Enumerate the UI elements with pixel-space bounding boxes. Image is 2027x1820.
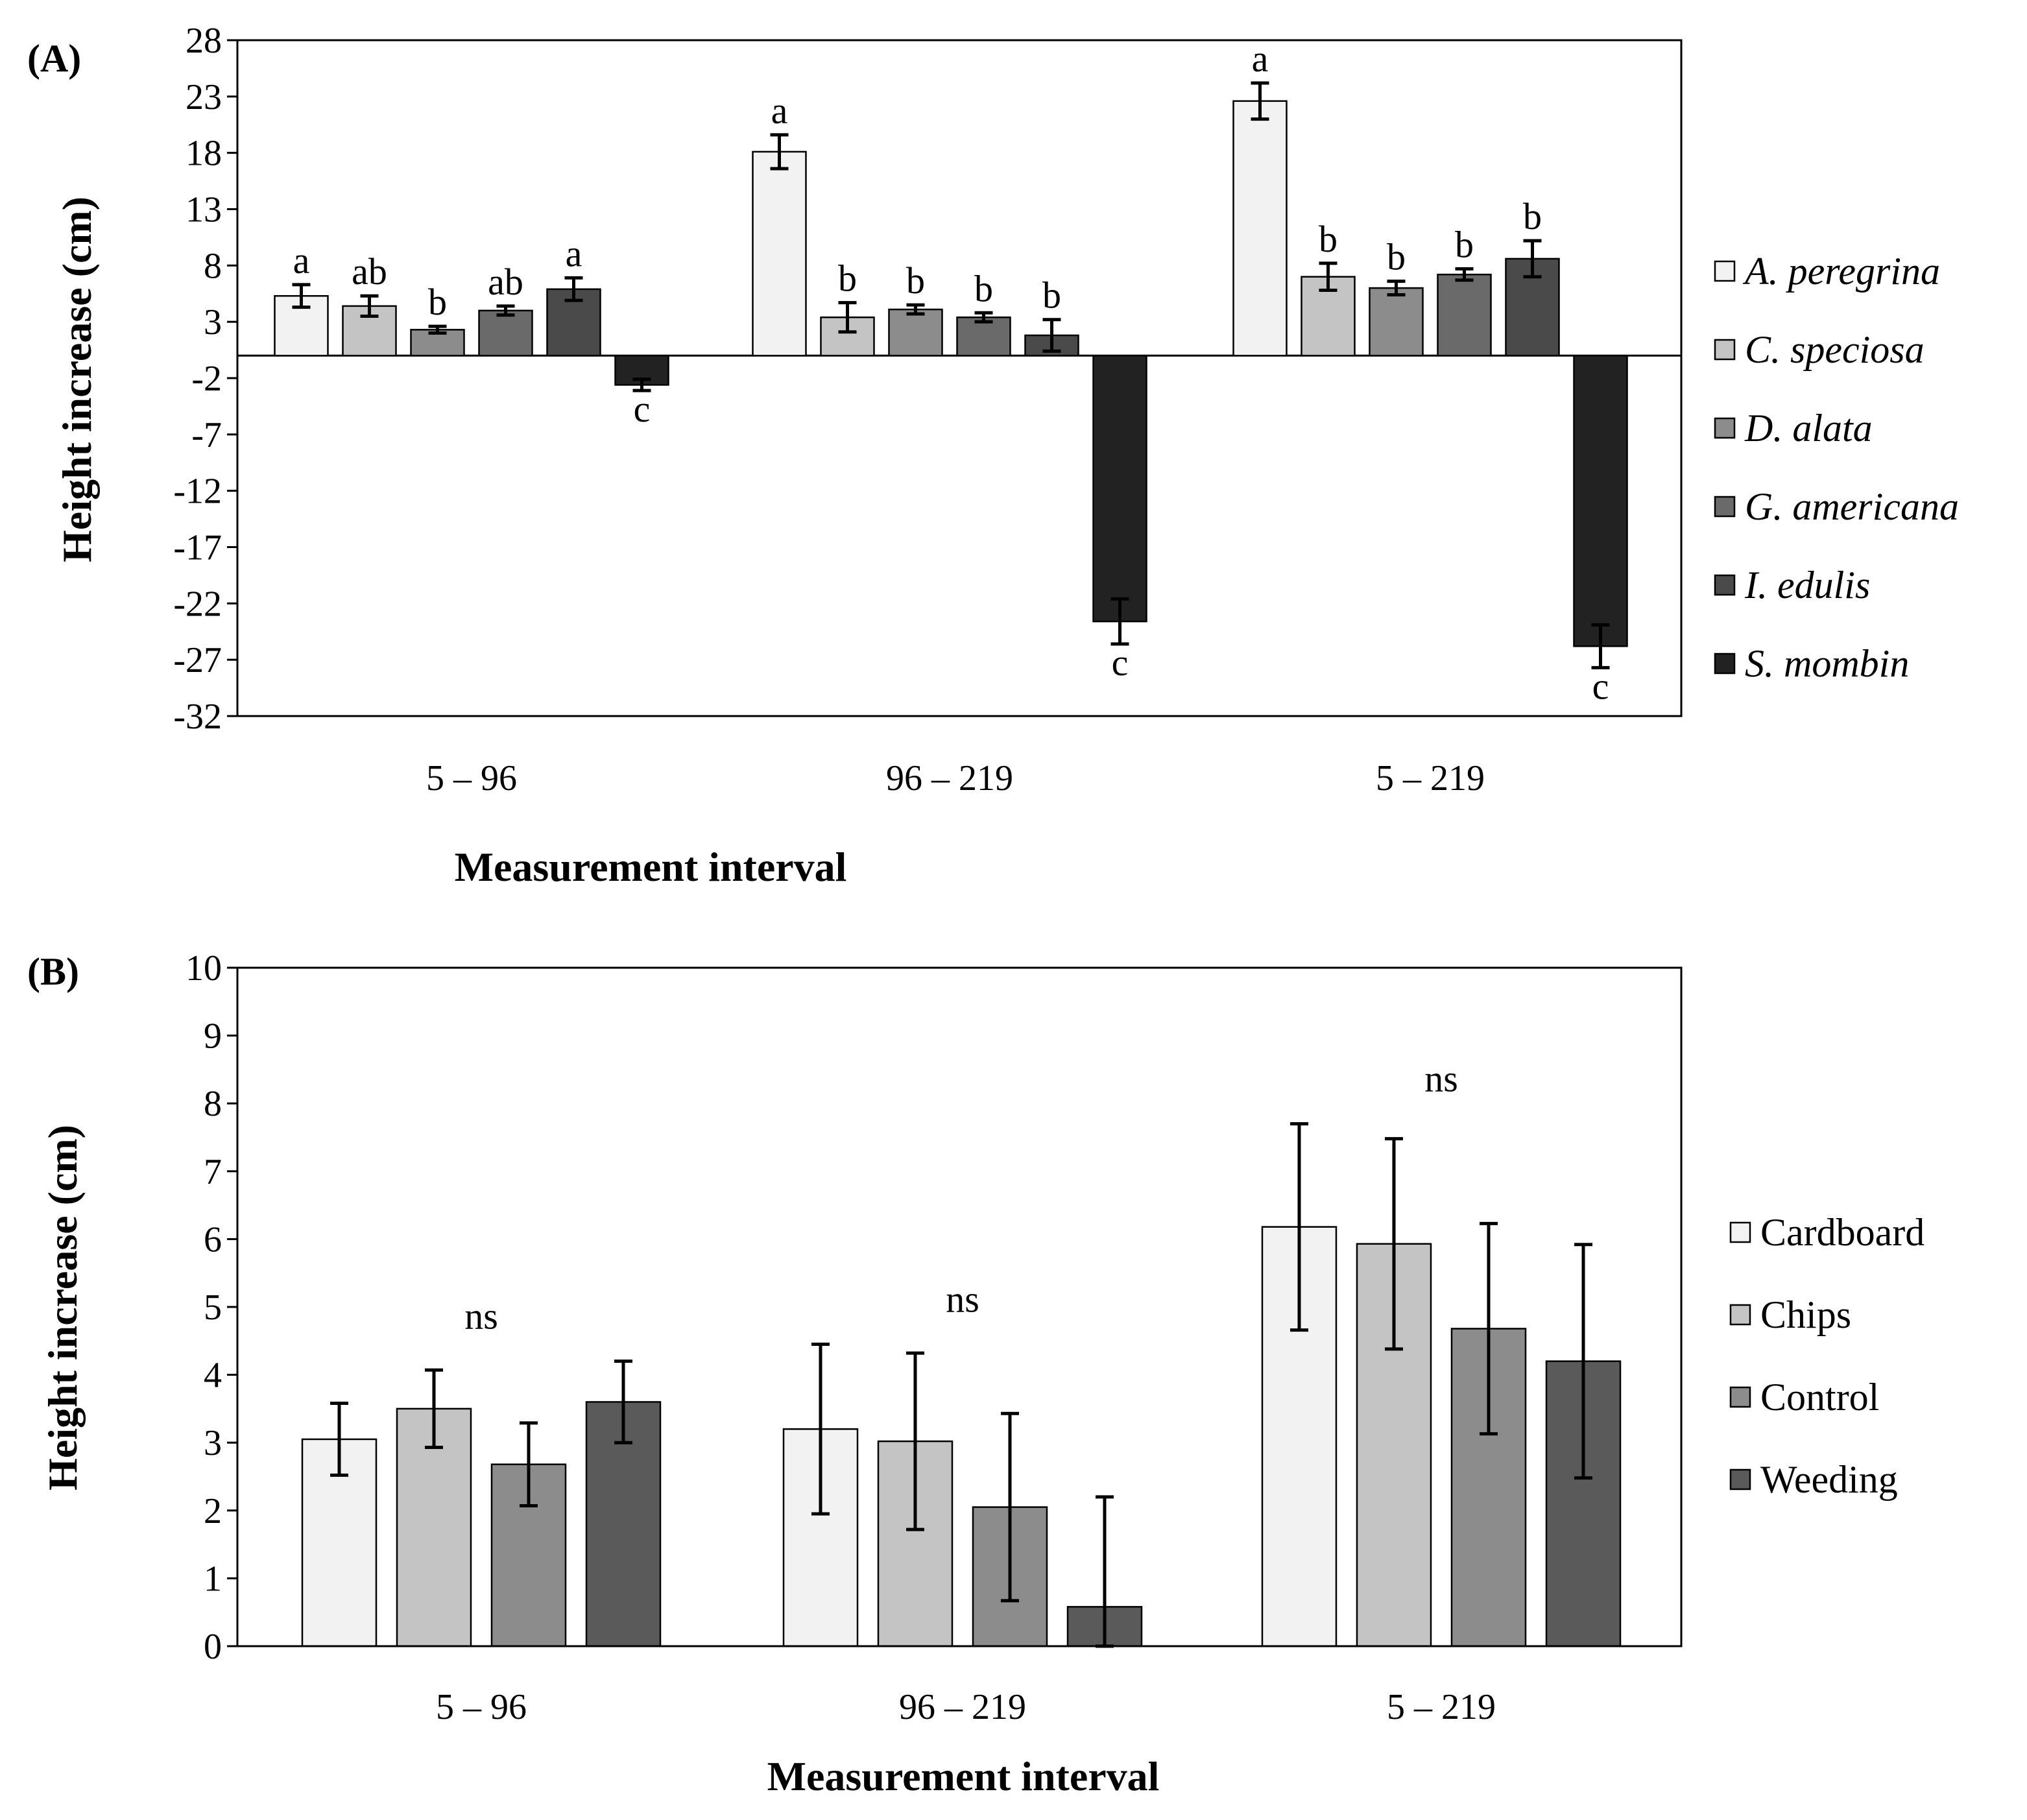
y-tick-label: 2 [204, 1491, 222, 1531]
y-tick-label: 7 [204, 1152, 222, 1192]
y-tick-label: 9 [204, 1016, 222, 1057]
significance-letter: c [634, 388, 651, 430]
bar-s-mombin [1573, 355, 1628, 647]
y-tick-label: 5 [204, 1287, 222, 1328]
y-tick-label: 3 [204, 302, 222, 342]
legend-swatch [1729, 1221, 1751, 1243]
y-tick-label: 6 [204, 1219, 222, 1260]
significance-letter: ab [488, 261, 523, 303]
x-categories-a: 5 – 96 96 – 219 5 – 219 [426, 758, 1485, 798]
legend-swatch [1714, 574, 1736, 596]
plot-frame-a [236, 39, 1683, 717]
bar-d-alata [1369, 287, 1424, 357]
y-axis-title-b: Height increase (cm) [40, 1125, 86, 1491]
bar-g-americana [956, 316, 1011, 357]
y-tick-label: -27 [173, 640, 222, 680]
legend-label: I. edulis [1744, 564, 1870, 606]
significance-letter: c [1592, 665, 1609, 707]
legend-swatch [1714, 417, 1736, 439]
panel-b: (B) Height increase (cm) Measurement int… [27, 948, 1925, 1799]
significance-letter: a [1252, 38, 1269, 80]
x-category-label: 5 – 96 [426, 758, 517, 798]
legend-b: Cardboard Chips Control Weeding [1729, 1211, 1925, 1501]
legend-label: A. peregrina [1742, 250, 1940, 293]
y-ticks-a: 28 23 18 13 8 3 -2 -7 -12 -17 -22 -27 -32 [173, 21, 237, 737]
significance-letter: b [1387, 236, 1406, 278]
y-tick-label: -17 [173, 528, 222, 568]
legend-label: C. speciosa [1745, 328, 1925, 371]
bar-a-peregrina [752, 150, 807, 357]
significance-letter: b [974, 267, 993, 309]
significance-letter: b [1319, 218, 1337, 260]
significance-letter: b [1455, 224, 1474, 266]
bar-a-peregrina [1232, 100, 1288, 357]
y-tick-label: -32 [173, 697, 222, 737]
significance-label: ns [946, 1278, 979, 1321]
significance-letter: a [566, 232, 582, 274]
legend-swatch [1714, 496, 1736, 518]
y-tick-label: 1 [204, 1559, 222, 1599]
y-tick-label: 8 [204, 246, 222, 286]
x-category-label: 96 – 219 [886, 758, 1013, 798]
significance-letter: b [1523, 195, 1542, 237]
y-tick-label: 10 [186, 948, 222, 988]
legend-label: Weeding [1760, 1458, 1898, 1501]
y-tick-label: 3 [204, 1423, 222, 1463]
y-tick-label: -7 [191, 415, 222, 455]
legend-label: Control [1760, 1376, 1879, 1419]
y-tick-label: -2 [191, 359, 222, 399]
bar-s-mombin [1092, 355, 1147, 623]
y-tick-label: -12 [173, 472, 222, 512]
y-tick-label: 28 [186, 21, 222, 61]
significance-letter: a [771, 90, 788, 132]
x-category-label: 5 – 219 [1376, 758, 1485, 798]
legend-swatch [1729, 1468, 1751, 1491]
legend-a: A. peregrina C. speciosa D. alata G. americ… [1714, 250, 1959, 685]
y-tick-label: 8 [204, 1084, 222, 1124]
bar-chips [396, 1407, 472, 1647]
legend-label: D. alata [1744, 407, 1873, 449]
significance-letter: b [428, 281, 447, 323]
bar-g-americana [478, 309, 533, 357]
significance-letter: a [293, 239, 310, 281]
x-axis-title-b: Measurement interval [767, 1753, 1160, 1799]
y-tick-label: -22 [173, 584, 222, 624]
significance-label: ns [464, 1295, 498, 1337]
significance-letter: c [1112, 641, 1129, 684]
legend-label: Cardboard [1760, 1211, 1925, 1254]
bar-g-americana [1437, 273, 1492, 357]
plot-frame-b [236, 966, 1683, 1647]
y-axis-title-a: Height increase (cm) [54, 197, 100, 562]
legend-swatch [1729, 1386, 1751, 1408]
legend-swatch [1714, 653, 1736, 675]
significance-letter: b [838, 257, 857, 300]
legend-label: S. mombin [1745, 642, 1909, 685]
bar-d-alata [888, 308, 943, 357]
x-categories-b: 5 – 96 96 – 219 5 – 219 [436, 1687, 1496, 1727]
legend-swatch [1714, 260, 1736, 282]
legend-label: Chips [1760, 1293, 1851, 1336]
significance-label: ns [1424, 1058, 1458, 1100]
x-category-label: 96 – 219 [899, 1687, 1026, 1727]
significance-letter: b [906, 259, 925, 302]
y-tick-label: 18 [186, 134, 222, 174]
y-tick-label: 13 [186, 190, 222, 230]
y-tick-label: 23 [186, 77, 222, 117]
legend-swatch [1729, 1304, 1751, 1326]
panel-a: (A) Height increase (cm) Measurement int… [27, 21, 1959, 890]
x-category-label: 5 – 96 [436, 1687, 527, 1727]
legend-swatch [1714, 339, 1736, 361]
x-category-label: 5 – 219 [1387, 1687, 1496, 1727]
y-tick-label: 0 [204, 1627, 222, 1667]
legend-label: G. americana [1745, 485, 1959, 528]
significance-letter: ab [352, 250, 387, 293]
panel-label-a: (A) [27, 37, 81, 80]
y-tick-label: 4 [204, 1356, 222, 1396]
significance-letter: b [1042, 274, 1061, 317]
x-axis-title-a: Measurement interval [455, 844, 847, 890]
panel-label-b: (B) [27, 950, 79, 993]
